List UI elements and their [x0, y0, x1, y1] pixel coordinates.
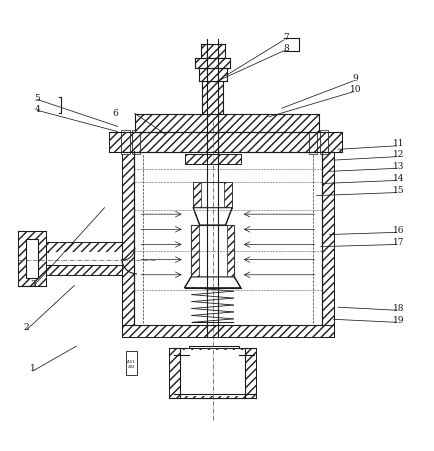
Text: 6: 6	[112, 109, 118, 118]
Bar	[202, 82, 224, 115]
Bar	[18, 232, 46, 286]
Bar	[319, 133, 328, 153]
Bar	[193, 182, 232, 208]
Text: 2: 2	[24, 322, 30, 331]
Text: 13: 13	[393, 161, 404, 170]
Text: 16: 16	[393, 226, 404, 235]
Bar	[121, 130, 130, 155]
Bar	[201, 45, 225, 59]
Text: 8: 8	[283, 44, 289, 53]
Bar	[49, 252, 122, 266]
Bar	[227, 226, 234, 277]
Bar	[319, 130, 328, 155]
Bar	[191, 226, 199, 277]
Bar	[109, 133, 342, 153]
Text: 14: 14	[393, 174, 404, 183]
Bar	[184, 154, 241, 165]
Polygon shape	[193, 208, 232, 226]
Text: А-51
282: А-51 282	[127, 359, 136, 368]
Bar	[46, 266, 122, 275]
Text: 19: 19	[393, 315, 404, 324]
Bar	[132, 130, 141, 155]
Bar	[135, 115, 319, 133]
Bar	[309, 130, 317, 155]
Bar	[195, 59, 230, 69]
Bar	[239, 349, 254, 394]
Text: 10: 10	[350, 85, 361, 94]
Bar	[180, 351, 245, 396]
Bar	[26, 240, 38, 278]
Text: 17: 17	[393, 237, 404, 246]
Text: 7: 7	[283, 33, 289, 42]
Bar	[134, 153, 322, 326]
Bar	[46, 243, 122, 252]
Bar	[199, 69, 227, 82]
Bar	[132, 133, 141, 153]
Polygon shape	[184, 277, 241, 288]
Bar	[191, 226, 234, 277]
Bar	[174, 349, 254, 394]
Bar	[122, 152, 134, 338]
Text: 1: 1	[30, 364, 36, 373]
Text: 11: 11	[393, 139, 404, 148]
Text: 4: 4	[35, 105, 40, 114]
Bar	[224, 182, 232, 208]
Bar	[126, 351, 137, 375]
Bar	[189, 346, 239, 398]
Text: 9: 9	[352, 74, 358, 83]
Bar	[122, 326, 334, 338]
Text: 18: 18	[393, 303, 404, 312]
Text: 5: 5	[35, 94, 40, 103]
Bar	[121, 133, 130, 153]
Bar	[322, 152, 334, 338]
Bar	[174, 349, 189, 394]
Bar	[169, 349, 256, 398]
Text: 15: 15	[393, 186, 404, 194]
Text: 12: 12	[393, 150, 404, 159]
Text: 3: 3	[30, 279, 36, 288]
Bar	[193, 182, 201, 208]
Bar	[309, 133, 317, 153]
